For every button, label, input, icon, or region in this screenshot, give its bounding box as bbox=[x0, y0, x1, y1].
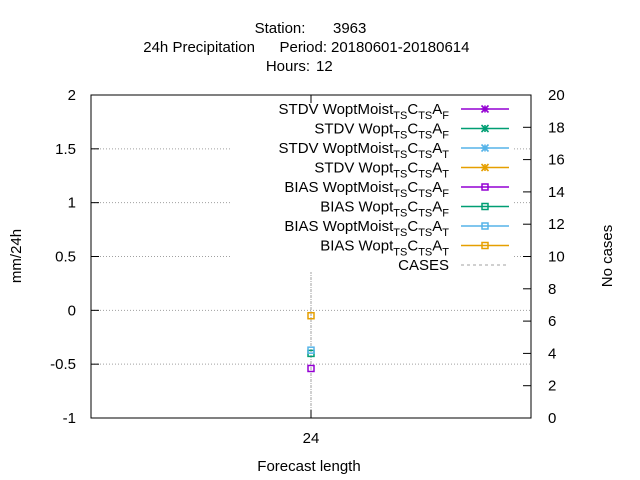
bias-point bbox=[307, 346, 315, 354]
y-tick-label: 0.5 bbox=[55, 249, 76, 266]
legend-marker bbox=[480, 143, 490, 153]
y-tick-label: -0.5 bbox=[50, 356, 76, 373]
legend-marker bbox=[480, 163, 490, 172]
legend-marker bbox=[481, 183, 489, 191]
x-tick-label: 24 bbox=[303, 430, 320, 447]
legend-marker bbox=[481, 222, 489, 230]
title-station-label: Station: bbox=[255, 20, 306, 37]
y-tick-label: 1 bbox=[68, 195, 76, 212]
legend-label: CASES bbox=[398, 257, 449, 274]
y-tick-label: 2 bbox=[68, 87, 76, 104]
legend-marker bbox=[480, 104, 490, 114]
bias-point bbox=[307, 364, 315, 373]
y2-tick-label: 18 bbox=[548, 119, 565, 136]
y2-tick-label: 4 bbox=[548, 345, 556, 362]
title-hours-value: 12 bbox=[316, 58, 333, 75]
y2-tick-label: 14 bbox=[548, 184, 565, 201]
title-period-value: 20180601-20180614 bbox=[331, 39, 469, 56]
y-axis-ticks: -1 -0.5 0 0.5 1 1.5 2 bbox=[50, 87, 99, 427]
y2-tick-label: 0 bbox=[548, 410, 556, 427]
chart-title: Station: 3963 24h Precipitation Period: … bbox=[143, 20, 469, 75]
y2-tick-label: 16 bbox=[548, 152, 565, 169]
y-tick-label: -1 bbox=[63, 410, 76, 427]
x-axis-label: Forecast length bbox=[257, 458, 360, 475]
title-station-value: 3963 bbox=[333, 20, 366, 37]
legend-label: STDV WoptTSCTSAF bbox=[314, 121, 449, 142]
y-axis-label: mm/24h bbox=[8, 229, 25, 283]
legend-label: STDV WoptTSCTSAT bbox=[314, 160, 449, 181]
y-tick-label: 1.5 bbox=[55, 141, 76, 158]
y-tick-label: 0 bbox=[68, 302, 76, 319]
legend-label: STDV WoptMoistTSCTSAF bbox=[279, 101, 450, 122]
title-period-label: Period: bbox=[279, 39, 327, 56]
legend-label: BIAS WoptMoistTSCTSAT bbox=[284, 218, 449, 239]
title-hours-label: Hours: bbox=[266, 58, 310, 75]
legend-label: BIAS WoptTSCTSAT bbox=[320, 238, 449, 259]
y2-tick-label: 8 bbox=[548, 281, 556, 298]
bias-point bbox=[307, 311, 315, 320]
legend-label: BIAS WoptTSCTSAF bbox=[320, 199, 449, 220]
x-axis-ticks: 24 bbox=[303, 95, 320, 447]
legend-label: BIAS WoptMoistTSCTSAF bbox=[284, 179, 449, 200]
y2-tick-label: 6 bbox=[548, 313, 556, 330]
y2-tick-label: 12 bbox=[548, 216, 565, 233]
y2-axis-ticks: 0 2 4 6 8 10 12 14 16 18 20 bbox=[523, 87, 565, 427]
y2-axis-label: No cases bbox=[599, 225, 616, 288]
y2-tick-label: 2 bbox=[548, 378, 556, 395]
legend-marker bbox=[481, 241, 489, 250]
legend-label: STDV WoptMoistTSCTSAT bbox=[279, 140, 450, 161]
y2-tick-label: 20 bbox=[548, 87, 565, 104]
legend-marker bbox=[480, 124, 490, 133]
legend-marker bbox=[481, 202, 489, 211]
title-variable: 24h Precipitation bbox=[143, 39, 255, 56]
y2-tick-label: 10 bbox=[548, 249, 565, 266]
legend-background bbox=[232, 98, 512, 270]
